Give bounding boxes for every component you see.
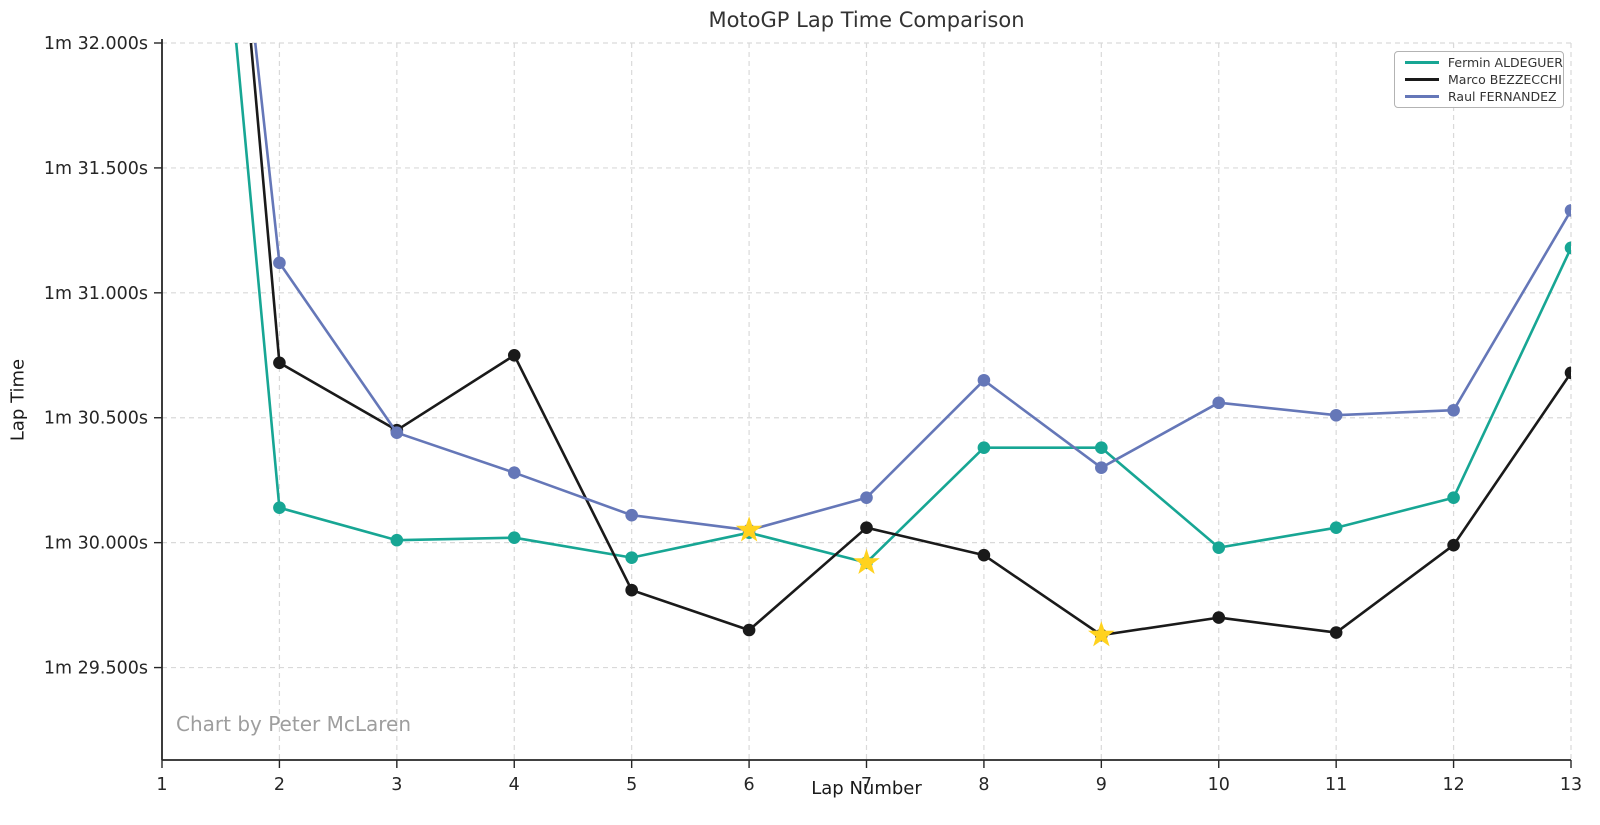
data-point-marker [1212, 396, 1226, 410]
data-point-marker [1329, 521, 1343, 534]
data-point-marker [977, 373, 991, 387]
legend-entry: Fermin ALDEGUER [1395, 54, 1563, 71]
x-tick-label: 3 [391, 775, 402, 795]
legend-label: Raul FERNANDEZ [1448, 89, 1557, 104]
data-point-marker [1212, 541, 1226, 554]
x-tick-label: 6 [744, 775, 755, 795]
x-tick-label: 11 [1325, 775, 1347, 795]
data-point-marker [273, 501, 286, 514]
data-point-marker [1329, 626, 1343, 639]
data-point-marker [1447, 491, 1460, 504]
y-tick-label: 1m 30.000s [44, 534, 148, 554]
legend-line-swatch [1405, 78, 1439, 81]
legend: Fermin ALDEGUER Marco BEZZECCHI Raul FERNA… [1394, 51, 1564, 108]
chart-title: MotoGP Lap Time Comparison [708, 8, 1025, 32]
data-point-marker [273, 356, 286, 370]
data-point-marker [860, 491, 873, 504]
data-point-marker [625, 551, 638, 564]
data-point-marker [1564, 366, 1571, 380]
y-tick-label: 1m 31.000s [44, 284, 148, 304]
data-point-marker [390, 426, 404, 440]
x-tick-label: 4 [509, 775, 520, 795]
data-point-marker [1095, 461, 1108, 475]
x-tick-label: 9 [1096, 775, 1107, 795]
data-point-marker [1212, 611, 1226, 624]
legend-entry: Raul FERNANDEZ [1395, 88, 1563, 105]
y-tick-label: 1m 30.500s [44, 409, 148, 429]
legend-label: Marco BEZZECCHI [1448, 72, 1562, 87]
data-point-marker [977, 441, 991, 455]
data-point-marker [860, 521, 873, 534]
data-point-marker [507, 466, 521, 480]
y-axis-label: Lap Time [7, 358, 29, 442]
data-point-marker [977, 548, 991, 562]
legend-line-swatch [1405, 61, 1439, 64]
y-tick-label: 1m 32.000s [44, 34, 148, 54]
legend-label: Fermin ALDEGUER [1447, 55, 1563, 70]
data-point-marker [273, 256, 286, 270]
x-tick-label: 13 [1560, 775, 1582, 795]
data-point-marker [742, 623, 756, 637]
data-point-marker [1564, 241, 1571, 255]
best-lap-star-icon [1088, 621, 1115, 647]
x-tick-label: 1 [156, 775, 167, 795]
x-axis-label: Lap Number [811, 778, 922, 799]
series-layer [234, 43, 1571, 647]
y-tick-label: 1m 31.500s [44, 159, 148, 179]
best-lap-star-icon [853, 548, 880, 574]
legend-entry: Marco BEZZECCHI [1395, 71, 1563, 88]
data-point-marker [1095, 441, 1108, 455]
watermark-credit: Chart by Peter McLaren [176, 712, 411, 736]
x-tick-label: 10 [1208, 775, 1230, 795]
x-tick-label: 2 [274, 775, 285, 795]
data-point-marker [625, 583, 638, 597]
data-point-marker [1447, 538, 1460, 552]
x-tick-label: 8 [978, 775, 989, 795]
data-point-marker [1447, 403, 1460, 417]
y-tick-label: 1m 29.500s [44, 659, 148, 679]
data-point-marker [390, 533, 404, 547]
data-point-marker [1564, 204, 1571, 217]
legend-line-swatch [1405, 95, 1439, 98]
x-tick-label: 7 [861, 775, 872, 795]
data-point-marker [507, 348, 521, 362]
data-point-marker [625, 508, 638, 522]
data-point-marker [1329, 408, 1343, 422]
x-tick-label: 12 [1442, 775, 1464, 795]
data-point-marker [507, 531, 521, 544]
x-tick-label: 5 [626, 775, 637, 795]
best-lap-star-icon [735, 516, 763, 542]
